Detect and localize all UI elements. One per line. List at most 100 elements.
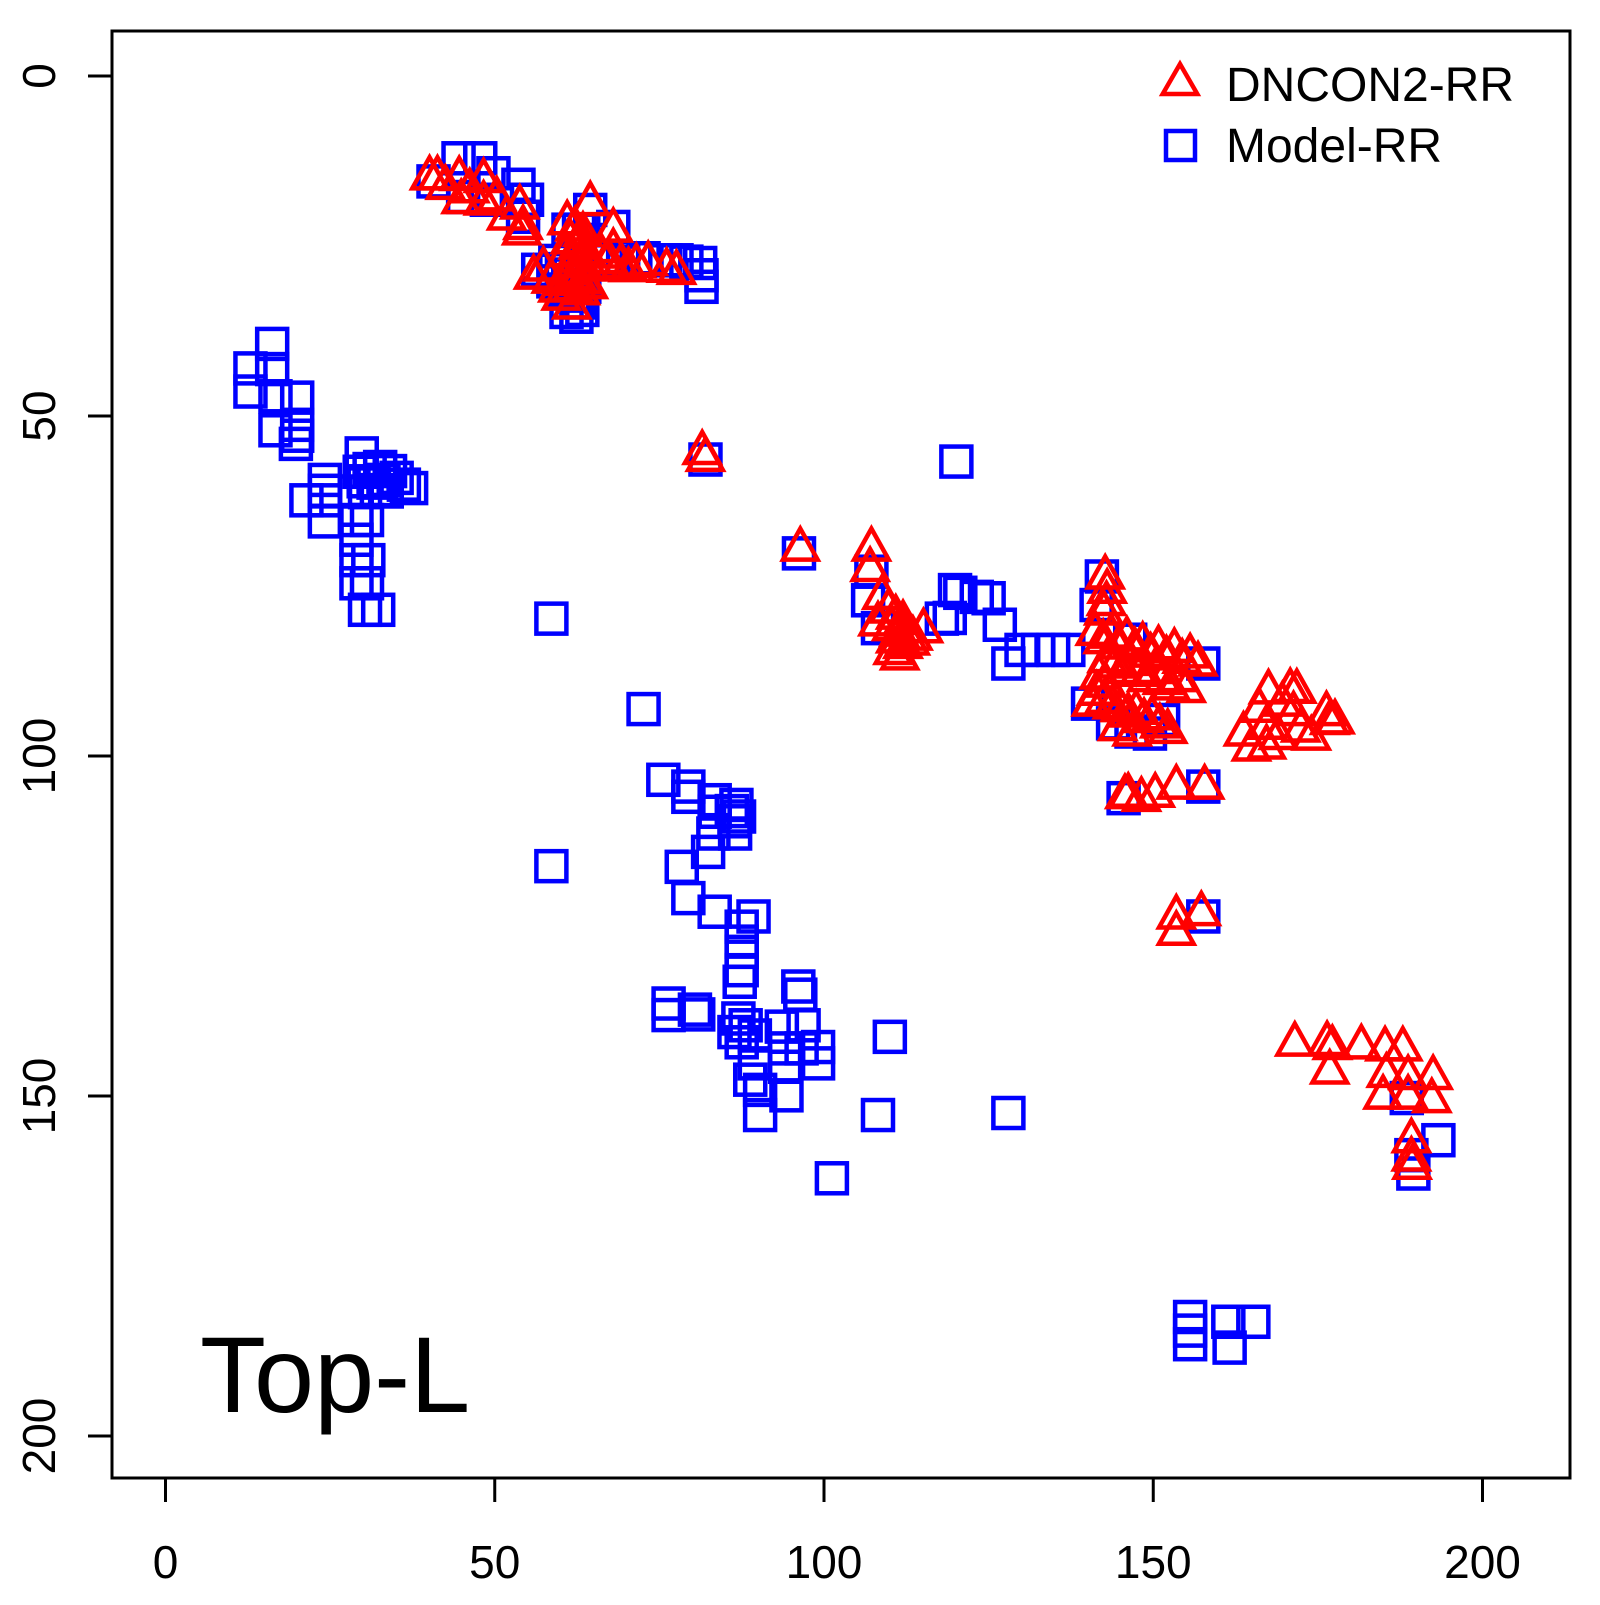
data-point-dncon2-rr — [891, 613, 935, 651]
data-point-dncon2-rr — [1176, 638, 1220, 677]
data-point-model-rr — [860, 1097, 896, 1133]
data-point-dncon2-rr — [1390, 1133, 1433, 1172]
data-point-model-rr — [742, 1097, 778, 1133]
data-point-model-rr — [349, 566, 385, 601]
plot-border — [110, 29, 1572, 1480]
data-point-dncon2-rr — [1411, 1052, 1455, 1091]
data-point-model-rr — [307, 483, 343, 518]
data-point-model-rr — [233, 351, 268, 386]
data-point-dncon2-rr — [424, 162, 467, 201]
data-point-model-rr — [717, 1014, 752, 1050]
data-point-dncon2-rr — [1245, 721, 1288, 760]
data-point-dncon2-rr — [587, 236, 630, 275]
data-point-model-rr — [1211, 1304, 1246, 1340]
data-point-model-rr — [971, 580, 1006, 616]
data-point-model-rr — [351, 542, 386, 578]
data-point-model-rr — [783, 977, 818, 1012]
x-tick-label: 100 — [786, 1536, 863, 1588]
data-point-dncon2-rr — [1180, 888, 1223, 927]
data-point-model-rr — [991, 1095, 1026, 1131]
data-point-model-rr — [254, 326, 290, 362]
data-point-dncon2-rr — [1146, 706, 1189, 745]
data-point-model-rr — [769, 1078, 804, 1113]
data-point-model-rr — [360, 592, 396, 628]
data-point-dncon2-rr — [867, 585, 910, 624]
x-tick-label: 200 — [1444, 1536, 1521, 1588]
data-point-dncon2-rr — [1155, 908, 1198, 947]
x-tick-label: 150 — [1115, 1536, 1192, 1588]
data-point-model-rr — [717, 816, 753, 851]
data-point-dncon2-rr — [850, 523, 893, 562]
data-point-dncon2-rr — [580, 230, 623, 269]
data-point-dncon2-rr — [440, 176, 483, 215]
data-point-dncon2-rr — [569, 178, 612, 217]
data-point-dncon2-rr — [1120, 774, 1163, 813]
data-point-dncon2-rr — [1117, 649, 1160, 687]
data-point-model-rr — [1236, 1304, 1271, 1340]
data-point-dncon2-rr — [1340, 1021, 1383, 1060]
data-point-dncon2-rr — [416, 152, 459, 191]
data-point-model-rr — [677, 992, 713, 1027]
data-point-dncon2-rr — [1111, 708, 1154, 747]
data-point-model-rr — [982, 607, 1018, 643]
data-point-dncon2-rr — [684, 434, 727, 473]
data-point-dncon2-rr — [1247, 666, 1290, 705]
data-point-dncon2-rr — [1155, 891, 1198, 930]
data-point-dncon2-rr — [1361, 1072, 1405, 1110]
data-point-dncon2-rr — [902, 605, 945, 644]
data-point-model-rr — [254, 351, 290, 387]
data-point-model-rr — [534, 848, 569, 884]
data-point-model-rr — [939, 444, 974, 479]
data-point-dncon2-rr — [1390, 1142, 1434, 1180]
data-point-model-rr — [386, 467, 422, 502]
y-tick-label: 0 — [13, 63, 65, 89]
x-tick-label: 50 — [469, 1536, 520, 1588]
data-point-dncon2-rr — [1410, 1075, 1453, 1114]
data-point-model-rr — [534, 601, 569, 636]
legend: DNCON2-RR Model-RR — [1158, 59, 1514, 173]
data-point-model-rr — [1212, 1330, 1247, 1365]
data-point-dncon2-rr — [485, 192, 528, 231]
data-point-model-rr — [307, 473, 343, 509]
data-point-model-rr — [722, 964, 757, 1000]
data-point-model-rr — [289, 483, 324, 518]
data-point-model-rr — [626, 691, 661, 727]
data-point-model-rr — [258, 379, 293, 414]
data-point-model-rr — [696, 816, 731, 851]
data-point-model-rr — [233, 374, 268, 409]
data-point-model-rr — [393, 470, 429, 506]
data-point-dncon2-rr — [848, 544, 892, 583]
data-point-dncon2-rr — [1386, 1052, 1430, 1091]
data-point-model-rr — [680, 997, 716, 1032]
legend-square-icon — [1163, 128, 1198, 163]
data-point-dncon2-rr — [540, 273, 583, 311]
data-point-model-rr — [684, 269, 719, 305]
data-point-model-rr — [441, 141, 476, 176]
y-tick-label: 50 — [13, 390, 65, 441]
data-point-dncon2-rr — [1165, 665, 1208, 704]
data-point-dncon2-rr — [1168, 630, 1212, 669]
data-point-dncon2-rr — [1183, 761, 1226, 800]
data-point-model-rr — [1172, 1326, 1208, 1362]
data-point-dncon2-rr — [567, 261, 610, 300]
data-point-model-rr — [278, 426, 314, 462]
plot-area: 0 50 100 150 200 0 50 100 150 200 — [13, 29, 1572, 1588]
data-point-model-rr — [872, 1019, 908, 1055]
data-point-dncon2-rr — [475, 173, 518, 212]
data-point-dncon2-rr — [779, 523, 822, 562]
legend-label-dncon2-rr: DNCON2-RR — [1226, 59, 1514, 112]
data-point-model-rr — [1051, 632, 1086, 668]
y-tick-label: 200 — [13, 1398, 65, 1475]
legend-label-model-rr: Model-RR — [1226, 120, 1442, 173]
data-point-model-rr — [800, 1046, 836, 1081]
data-point-dncon2-rr — [1313, 696, 1357, 735]
y-tick-label: 100 — [13, 718, 65, 795]
data-point-model-rr — [814, 1161, 850, 1196]
data-point-dncon2-rr — [1155, 761, 1198, 800]
data-point-model-rr — [932, 600, 968, 636]
data-point-dncon2-rr — [1138, 700, 1181, 739]
data-point-model-rr — [307, 462, 343, 498]
plot-annotation: Top-L — [200, 1314, 470, 1435]
